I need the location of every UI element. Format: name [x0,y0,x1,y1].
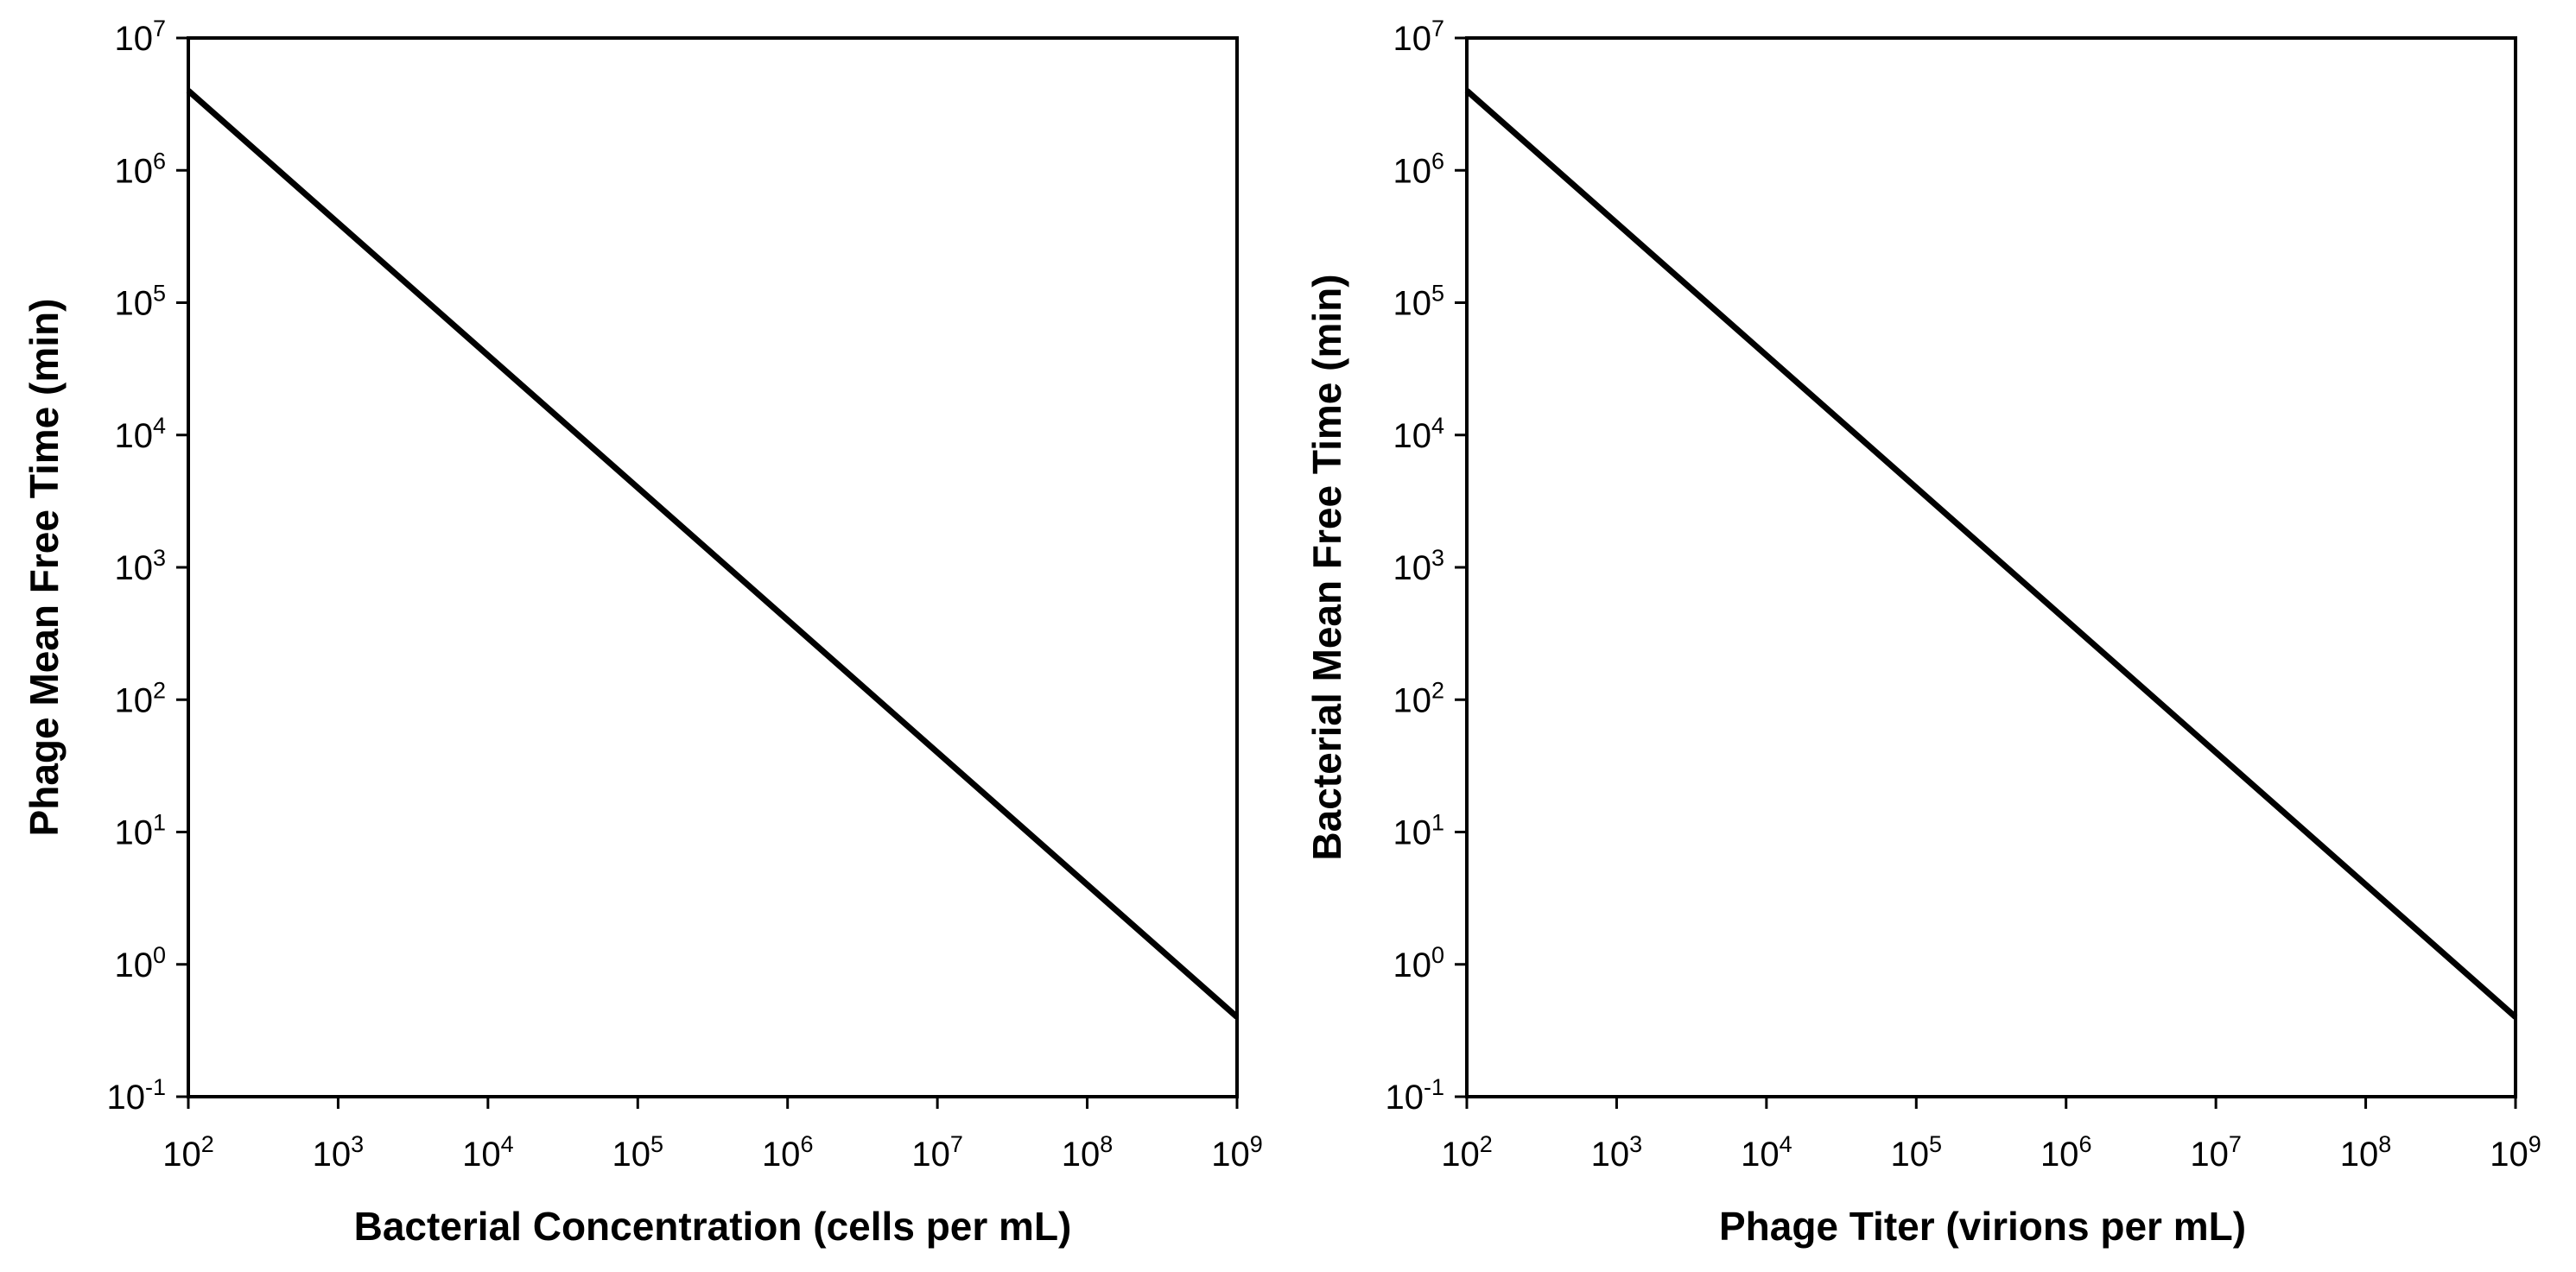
x-tick-label: 104 [462,1131,514,1174]
x-tick-label: 105 [612,1131,664,1174]
y-tick-label: 106 [1393,148,1444,190]
y-axis-label: Bacterial Mean Free Time (min) [1304,274,1349,860]
y-axis-ticks: 10-1 100 101 102 103 104 105 106 107 [106,16,188,1117]
x-tick-label: 103 [1591,1131,1643,1174]
x-axis-ticks: 102 103 104 105 106 107 108 109 [162,1097,1263,1174]
y-tick-label: 105 [1393,281,1444,323]
x-axis-label: Phage Titer (virions per mL) [1719,1204,2246,1249]
x-axis-ticks: 102 103 104 105 106 107 108 109 [1441,1097,2541,1174]
y-tick-label: 106 [114,148,166,190]
x-tick-label: 108 [2340,1131,2392,1174]
y-tick-label: 101 [114,810,166,852]
x-axis-label: Bacterial Concentration (cells per mL) [354,1204,1072,1249]
y-tick-label: 104 [114,413,166,455]
y-tick-label: 103 [1393,545,1444,587]
y-tick-label: 101 [1393,810,1444,852]
y-tick-label: 102 [1393,677,1444,719]
x-tick-label: 106 [2040,1131,2092,1174]
y-tick-label: 100 [1393,942,1444,984]
x-tick-label: 109 [1211,1131,1263,1174]
y-tick-label: 107 [1393,16,1444,58]
x-tick-label: 109 [2490,1131,2541,1174]
y-tick-label: 107 [114,16,166,58]
y-tick-label: 100 [114,942,166,984]
y-axis-label: Phage Mean Free Time (min) [22,299,67,837]
y-tick-label: 104 [1393,413,1444,455]
series-line [186,88,1240,1020]
x-tick-label: 103 [313,1131,365,1174]
x-tick-label: 107 [2190,1131,2242,1174]
x-tick-label: 105 [1891,1131,1943,1174]
y-tick-label: 103 [114,545,166,587]
y-tick-label: 10-1 [1385,1074,1444,1117]
y-tick-label: 105 [114,281,166,323]
series-line [1464,88,2518,1020]
x-tick-label: 108 [1062,1131,1114,1174]
y-tick-label: 102 [114,677,166,719]
x-tick-label: 102 [162,1131,214,1174]
x-tick-label: 104 [1741,1131,1792,1174]
y-axis-ticks: 10-1 100 101 102 103 104 105 106 107 [1385,16,1467,1117]
x-tick-label: 106 [762,1131,814,1174]
x-tick-label: 107 [911,1131,963,1174]
y-tick-label: 10-1 [106,1074,166,1117]
x-tick-label: 102 [1441,1131,1493,1174]
